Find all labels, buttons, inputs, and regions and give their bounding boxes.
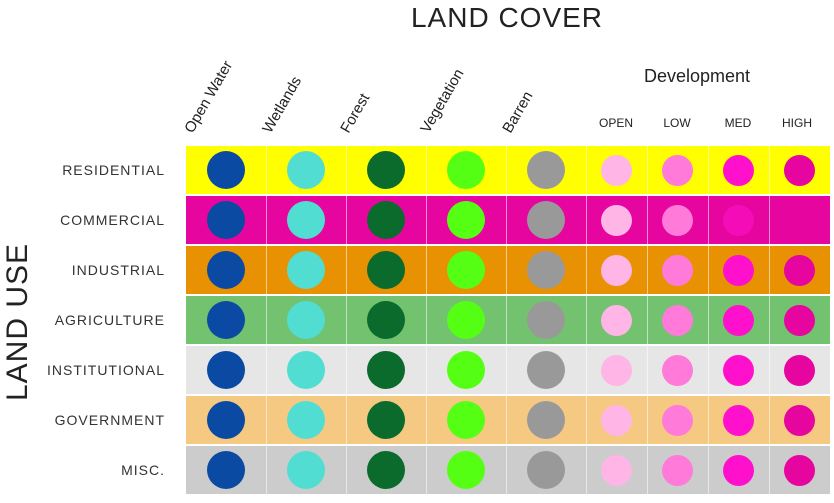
cell-dot xyxy=(784,304,815,336)
column-header-vegetation: Vegetation xyxy=(417,66,468,136)
matrix-row xyxy=(186,346,830,394)
cell-dot xyxy=(601,204,632,236)
cell-dot xyxy=(207,401,245,439)
cell-dot xyxy=(723,154,754,186)
cell-dot xyxy=(662,454,693,486)
row-label-industrial: INDUSTRIAL xyxy=(71,262,165,278)
row-label-commercial: COMMERCIAL xyxy=(60,212,165,228)
cell-dot xyxy=(287,351,325,389)
cell-dot xyxy=(784,254,815,286)
cell-dot xyxy=(447,401,485,439)
cell-dot xyxy=(527,301,565,339)
cell-dot xyxy=(784,404,815,436)
column-header-wetlands: Wetlands xyxy=(259,73,306,136)
cell-dot xyxy=(662,354,693,386)
cell-dot xyxy=(601,404,632,436)
cell-dot xyxy=(662,154,693,186)
cell-dot xyxy=(287,201,325,239)
cell-dot xyxy=(367,451,405,489)
cell-dot xyxy=(287,151,325,189)
cell-dot xyxy=(723,204,754,236)
cell-dot xyxy=(207,201,245,239)
column-divider xyxy=(506,146,507,496)
cell-dot xyxy=(601,454,632,486)
cell-dot xyxy=(367,401,405,439)
cell-dot xyxy=(367,301,405,339)
cell-dot xyxy=(601,154,632,186)
cell-dot xyxy=(447,301,485,339)
matrix-row xyxy=(186,446,830,494)
column-header-barren: Barren xyxy=(499,88,537,136)
cell-dot xyxy=(447,351,485,389)
cell-dot xyxy=(207,451,245,489)
development-level-low: LOW xyxy=(663,116,691,130)
cell-dot xyxy=(287,401,325,439)
column-divider xyxy=(426,146,427,496)
cell-dot xyxy=(287,251,325,289)
column-divider xyxy=(708,146,709,496)
cell-dot xyxy=(207,351,245,389)
cell-dot xyxy=(367,351,405,389)
cell-dot xyxy=(527,451,565,489)
column-header-open-water: Open Water xyxy=(181,57,237,136)
development-level-high: HIGH xyxy=(782,116,812,130)
cell-dot xyxy=(367,201,405,239)
cell-dot xyxy=(662,204,693,236)
row-label-government: GOVERNMENT xyxy=(54,412,165,428)
cell-dot xyxy=(723,404,754,436)
development-title: Development xyxy=(644,66,751,86)
cell-dot xyxy=(723,304,754,336)
cell-dot xyxy=(784,354,815,386)
cell-dot xyxy=(207,301,245,339)
cell-dot xyxy=(207,251,245,289)
column-divider xyxy=(346,146,347,496)
cell-dot xyxy=(784,154,815,186)
development-level-med: MED xyxy=(724,116,752,130)
cell-dot xyxy=(723,454,754,486)
cell-dot xyxy=(367,251,405,289)
cell-dot xyxy=(601,304,632,336)
column-divider xyxy=(647,146,648,496)
land-cover-title: LAND COVER xyxy=(410,2,604,33)
cell-dot xyxy=(287,451,325,489)
cell-dot xyxy=(527,201,565,239)
row-label-agriculture: AGRICULTURE xyxy=(54,312,165,328)
row-label-misc: MISC. xyxy=(121,462,165,478)
cell-dot xyxy=(367,151,405,189)
column-divider xyxy=(586,146,587,496)
matrix-row xyxy=(186,246,830,294)
development-level-open: OPEN xyxy=(598,116,633,130)
column-divider xyxy=(769,146,770,496)
row-label-institutional: INSTITUTIONAL xyxy=(46,362,165,378)
cell-dot xyxy=(447,451,485,489)
cell-dot xyxy=(207,151,245,189)
matrix-row xyxy=(186,396,830,444)
cell-dot xyxy=(527,401,565,439)
matrix-row xyxy=(186,196,830,244)
row-label-residential: RESIDENTIAL xyxy=(62,162,165,178)
cell-dot xyxy=(527,251,565,289)
cell-dot xyxy=(287,301,325,339)
column-header-forest: Forest xyxy=(337,90,374,136)
cell-dot xyxy=(447,151,485,189)
cell-dot xyxy=(527,151,565,189)
cell-dot xyxy=(662,304,693,336)
cell-dot xyxy=(601,354,632,386)
cell-dot xyxy=(601,254,632,286)
cell-dot xyxy=(723,354,754,386)
cell-dot xyxy=(723,254,754,286)
cell-dot xyxy=(784,454,815,486)
matrix-row xyxy=(186,146,830,194)
cell-dot xyxy=(447,201,485,239)
column-divider xyxy=(266,146,267,496)
cell-dot xyxy=(662,254,693,286)
cell-dot xyxy=(447,251,485,289)
cell-dot xyxy=(662,404,693,436)
matrix-row xyxy=(186,296,830,344)
cell-dot xyxy=(527,351,565,389)
